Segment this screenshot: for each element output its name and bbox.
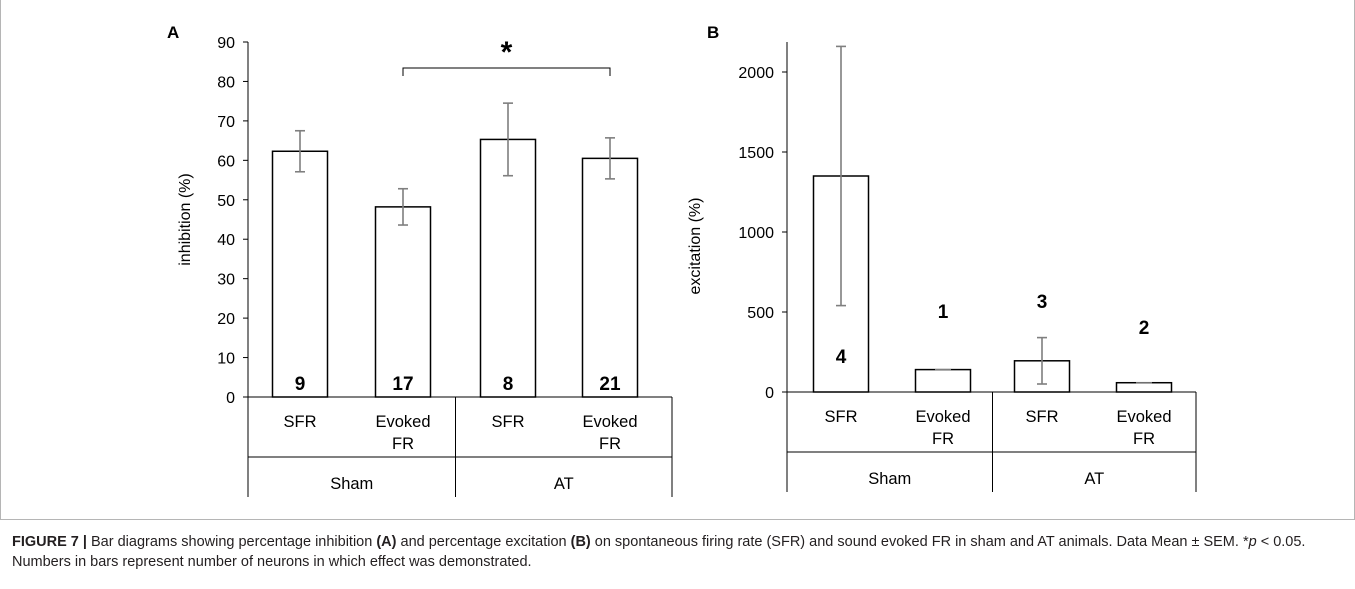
panel-a-bar-label: 8 [503,374,514,395]
panel-a-bar [581,157,639,398]
panel-b-category-label: Evoked FR [1116,408,1171,448]
panel-b-bar-label: 4 [836,347,847,368]
panel-b-group-label: Sham [868,470,911,488]
panel-a-category-label: SFR [492,413,525,431]
caption-text-3: on spontaneous firing rate (SFR) and sou… [590,534,1249,550]
panel-a-y-tick-label: 20 [217,311,235,328]
panel-a-y-tick-label: 90 [217,35,235,52]
panel-a-significance-bracket [402,67,611,76]
caption-p-symbol: p [1248,534,1257,550]
panel-b-y-tick-label: 0 [765,385,774,402]
panel-a-y-tick-label: 60 [217,153,235,170]
panel-a-bar [374,206,432,398]
panel-a-y-tick-label: 0 [226,390,235,407]
panel-b-bar-label: 1 [938,302,949,323]
panel-b-bar-label: 2 [1139,318,1150,339]
panel-b-y-tick-label: 2000 [738,65,774,82]
panel-a-y-tick-label: 40 [217,232,235,249]
panel-a-label: A [167,23,179,42]
panel-b-y-tick-label: 500 [747,305,774,322]
panel-a-bar [271,150,329,398]
panel-a-y-tick-label: 80 [217,74,235,91]
panel-a-category-label: SFR [284,413,317,431]
panel-b-category-label: SFR [825,408,858,426]
panel-b-category-label: Evoked FR [915,408,970,448]
panel-a-bar-label: 21 [599,374,621,395]
panel-a-bar-label: 9 [295,374,306,395]
panel-a-group-label: Sham [330,475,373,493]
panel-b-category-label: SFR [1026,408,1059,426]
panel-a-category-label: Evoked FR [582,413,637,453]
figure-frame [0,0,1355,520]
figure-caption: FIGURE 7 | Bar diagrams showing percenta… [12,532,1342,572]
caption-text-1: Bar diagrams showing percentage inhibiti… [86,534,377,550]
panel-a-bar-label: 17 [392,374,413,395]
panel-a-y-axis-title: inhibition (%) [177,173,194,265]
panel-a-y-tick-label: 70 [217,114,235,131]
caption-ref-b: (B) [570,534,591,550]
caption-text-2: and percentage excitation [396,534,571,550]
panel-a-significance-marker: * [501,36,513,69]
panel-b-group-label: AT [1084,470,1104,488]
panel-a-y-tick-label: 50 [217,193,235,210]
panel-a-y-tick-label: 30 [217,272,235,289]
caption-label: FIGURE 7 | [12,534,87,550]
panel-b-y-tick-label: 1500 [738,145,774,162]
caption-ref-a: (A) [376,534,397,550]
panel-b-y-tick-label: 1000 [738,225,774,242]
panel-a-category-label: Evoked FR [375,413,430,453]
caption-text-4: < 0.05. Numbers in bars represent number… [12,534,1306,570]
panel-b-bar-label: 3 [1037,292,1048,313]
panel-b-label: B [707,23,719,42]
panel-a-y-tick-label: 10 [217,351,235,368]
panel-b-y-axis-title: excitation (%) [687,198,704,295]
panel-a-bar [479,138,537,398]
panel-a-group-label: AT [554,475,574,493]
